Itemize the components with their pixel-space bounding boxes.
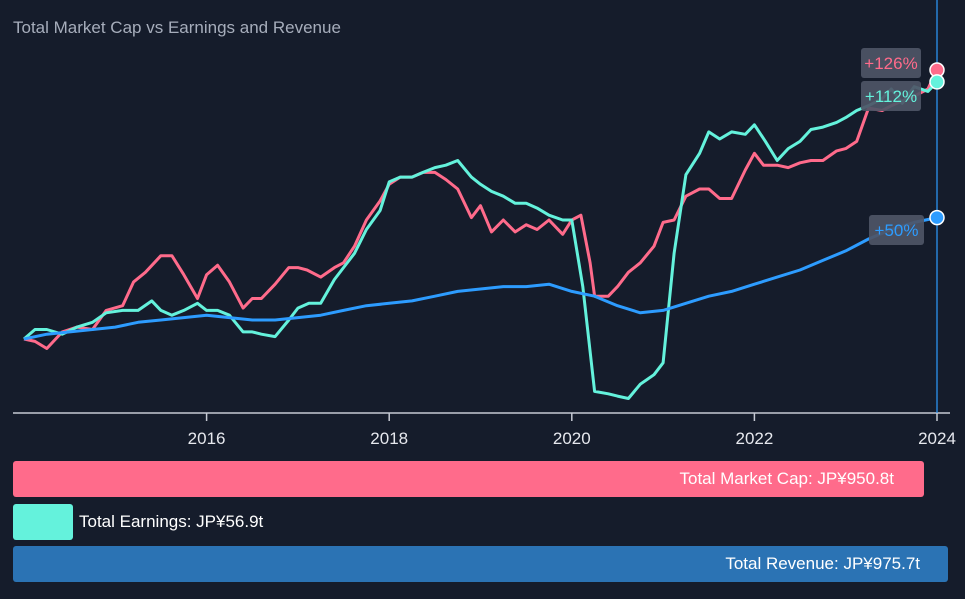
earnings-summary-label: Total Earnings: JP¥56.9t [79, 512, 264, 531]
end-label-box-total-earnings [861, 81, 921, 111]
end-dot-total-earnings [929, 74, 945, 90]
series-line-total-earnings [23, 80, 939, 400]
series-line-total-market-cap [23, 69, 939, 350]
end-label-box-total-revenue [869, 215, 924, 245]
x-tick-label-2024: 2024 [918, 429, 956, 448]
chart-title: Total Market Cap vs Earnings and Revenue [13, 18, 341, 37]
market-cap-summary-bar: Total Market Cap: JP¥950.8t [13, 461, 924, 497]
end-label-total-revenue: +50% [875, 221, 919, 240]
end-dot-total-revenue [929, 209, 945, 226]
x-tick-layer: 2016 2018 2020 2022 2024 [188, 413, 956, 448]
x-tick-label-2016: 2016 [188, 429, 226, 448]
market-cap-summary-label: Total Market Cap: JP¥950.8t [679, 469, 894, 488]
series-line-total-revenue [23, 216, 938, 341]
series-layer [23, 69, 939, 400]
earnings-summary-bar: Total Earnings: JP¥56.9t [13, 504, 263, 540]
x-tick-label-2020: 2020 [553, 429, 591, 448]
end-label-box-total-market-cap [861, 48, 921, 78]
end-label-total-earnings: +112% [865, 87, 917, 106]
revenue-summary-label: Total Revenue: JP¥975.7t [725, 554, 920, 573]
end-label-layer: +126% +112% +50% [861, 48, 945, 245]
revenue-summary-bar: Total Revenue: JP¥975.7t [13, 546, 948, 582]
x-tick-label-2018: 2018 [370, 429, 408, 448]
end-label-total-market-cap: +126% [864, 54, 917, 73]
line-chart: 2016 2018 2020 2022 2024 +126% +112% +50% [13, 0, 956, 448]
x-tick-label-2022: 2022 [735, 429, 773, 448]
